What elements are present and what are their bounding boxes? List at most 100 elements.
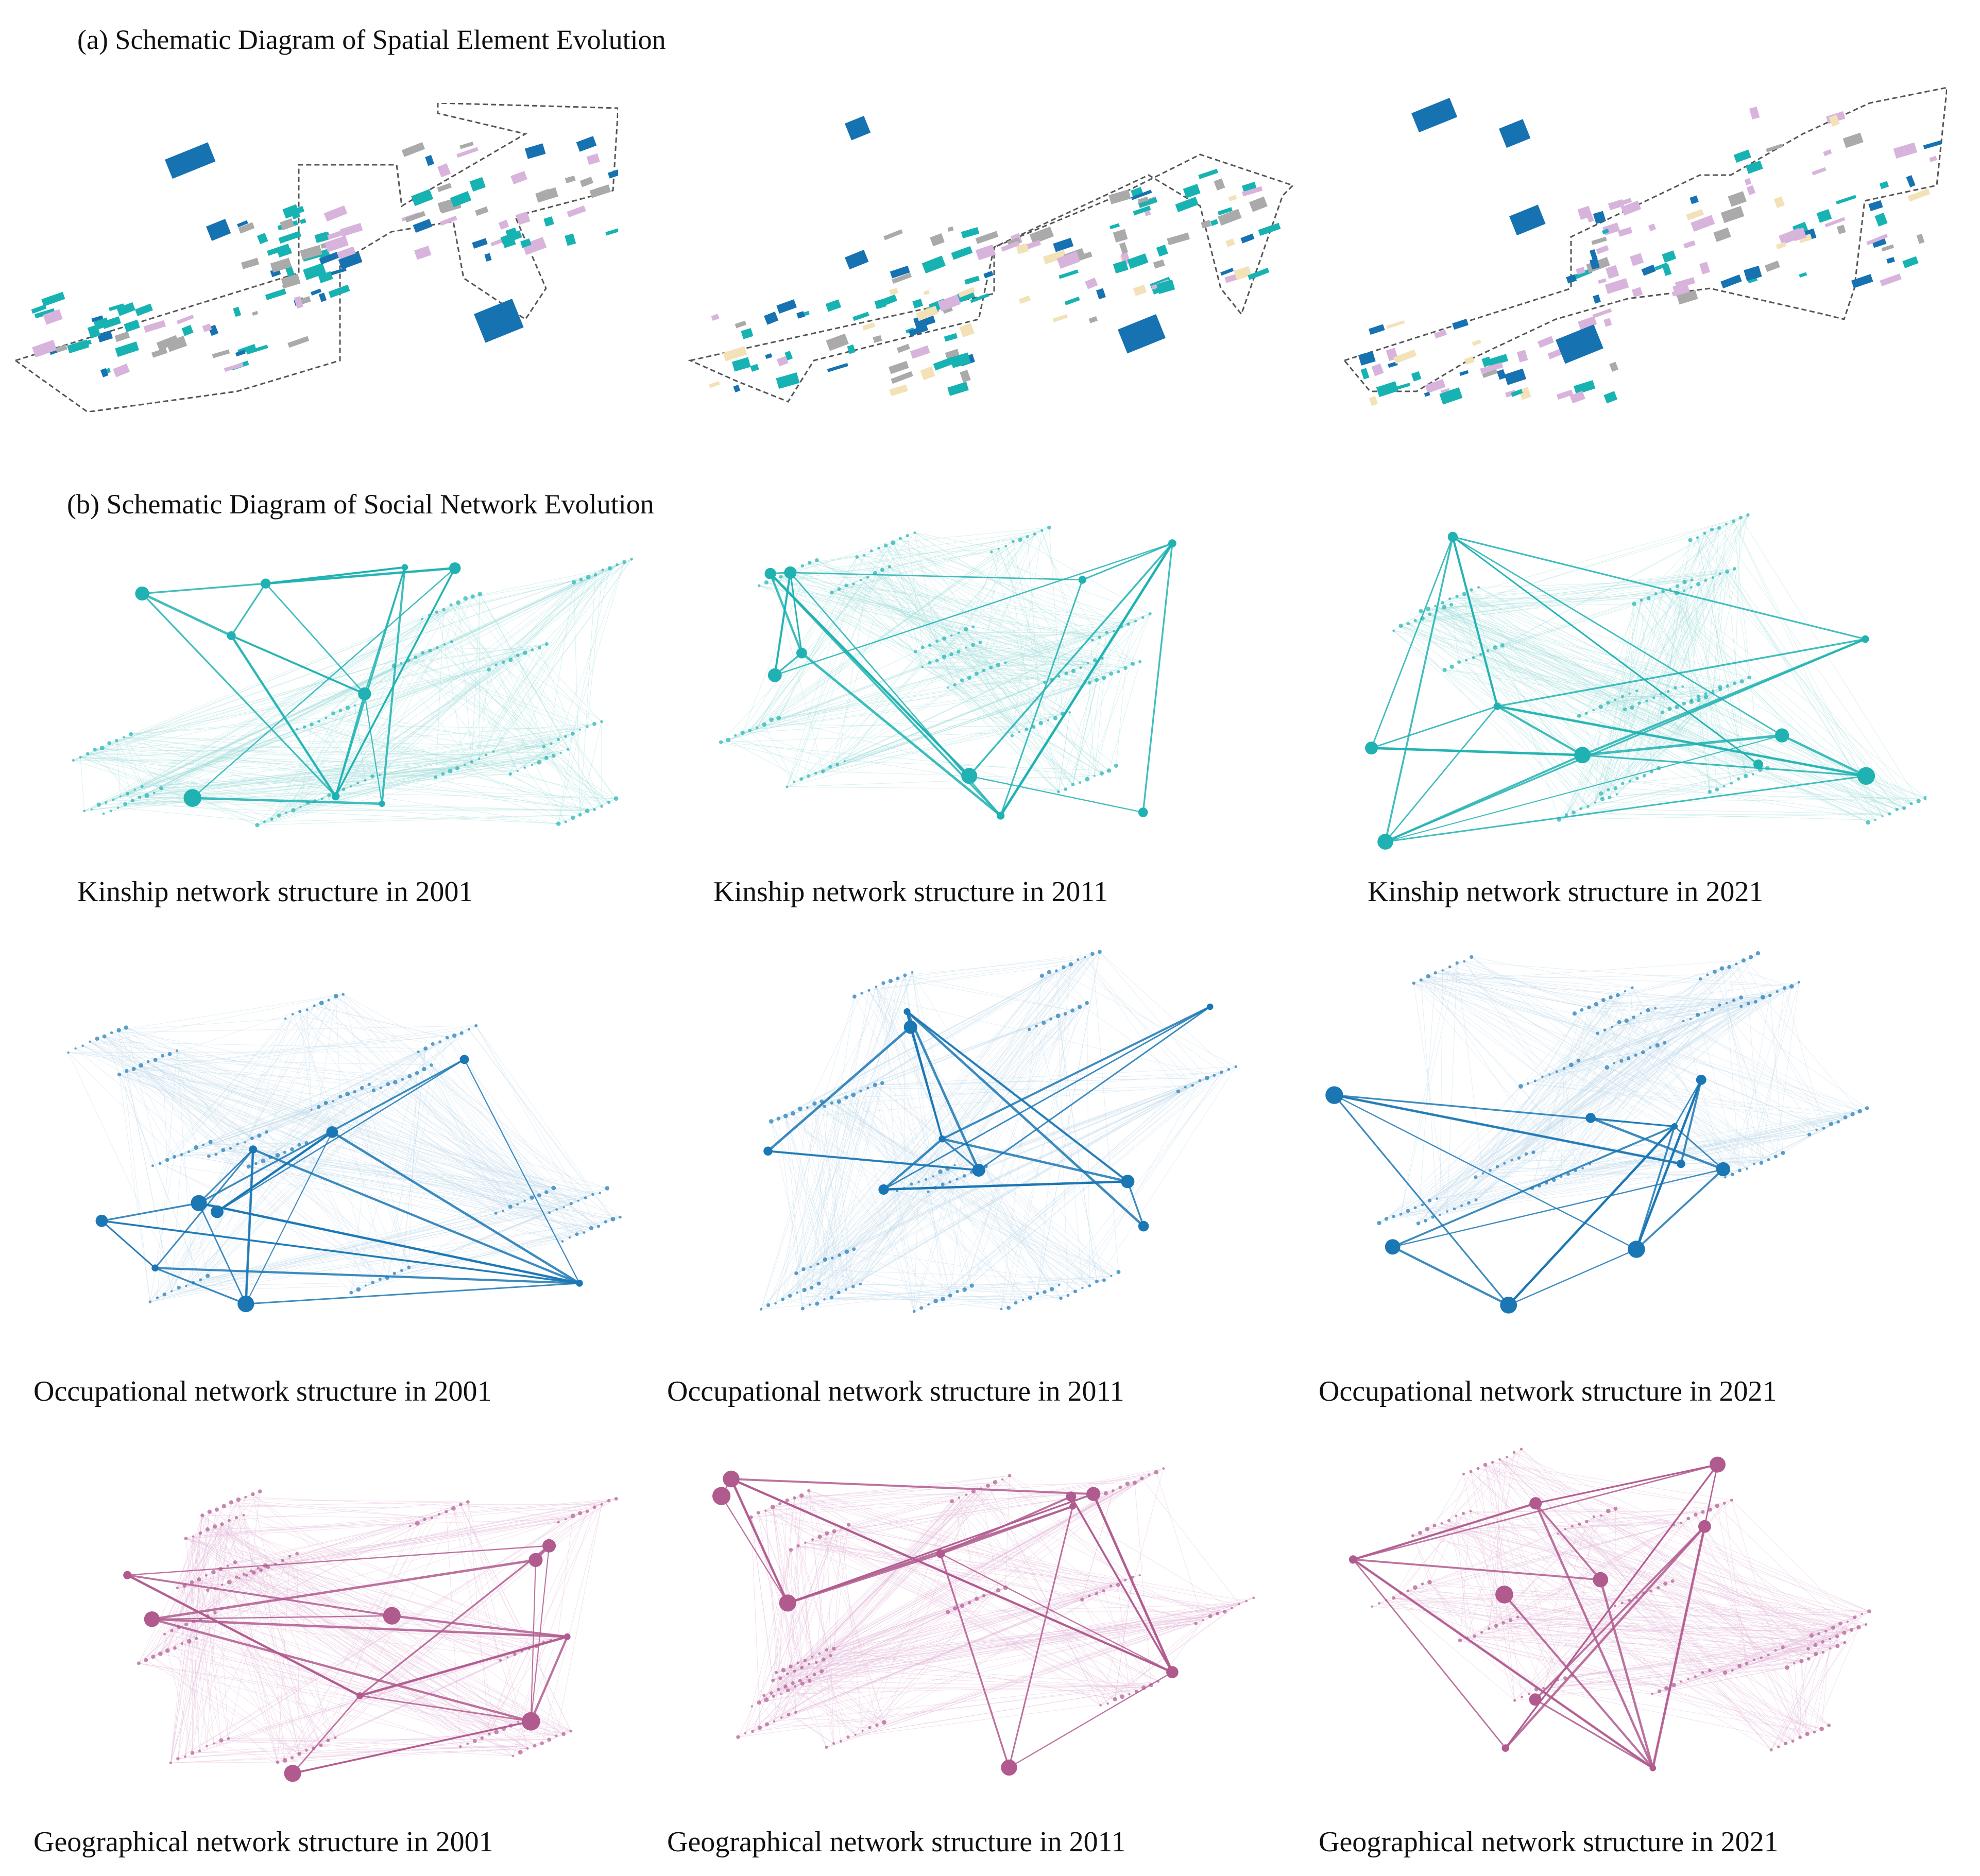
spatial-map-2021 <box>1339 72 1947 412</box>
weak-tie-edge <box>1034 533 1100 638</box>
weak-tie-edge <box>1521 1003 1749 1087</box>
weak-tie-edge <box>882 1082 1112 1276</box>
network-node <box>584 1196 587 1200</box>
weak-tie-edge <box>418 1052 613 1219</box>
weak-tie-edge <box>826 1533 834 1744</box>
hub-node <box>123 1571 132 1579</box>
weak-tie-edge <box>1601 793 1926 799</box>
weak-tie-edge <box>875 573 999 665</box>
weak-tie-edge <box>943 1292 1045 1300</box>
network-node <box>190 1580 194 1585</box>
weak-tie-edge <box>860 1284 1045 1293</box>
weak-tie-edge <box>1698 686 1720 700</box>
weak-tie-edge <box>170 1641 190 1763</box>
weak-tie-edge <box>1651 694 1662 772</box>
weak-tie-edge <box>1705 995 1770 1013</box>
weak-tie-edge <box>475 1025 599 1227</box>
weak-tie-edge <box>1568 1174 1733 1175</box>
strong-tie-edge <box>391 1614 568 1638</box>
weak-tie-edge <box>1653 580 1706 698</box>
network-node <box>1457 660 1461 664</box>
network-node <box>173 1646 177 1650</box>
building-block <box>1608 199 1625 211</box>
building-block <box>1589 249 1598 261</box>
network-node <box>1050 677 1054 682</box>
weak-tie-edge <box>104 1036 201 1280</box>
building-block <box>889 360 909 374</box>
weak-tie-edge <box>297 1554 300 1754</box>
network-node <box>434 775 438 779</box>
weak-tie-edge <box>536 1646 557 1736</box>
network-node <box>1025 727 1029 731</box>
network-node <box>516 653 520 657</box>
weak-tie-edge <box>116 740 143 787</box>
network-node <box>914 650 917 653</box>
network-node <box>832 1646 836 1651</box>
weak-tie-edge <box>1568 978 1701 1175</box>
weak-tie-edge <box>1675 521 1734 688</box>
weak-tie-edge <box>1489 1628 1802 1662</box>
building-block <box>1394 383 1411 390</box>
network-node <box>1103 1491 1108 1495</box>
weak-tie-edge <box>959 632 1107 633</box>
weak-tie-edge <box>773 1488 981 1697</box>
spatial-map-2001 <box>10 103 618 412</box>
network-node <box>110 1031 113 1035</box>
network-node <box>1245 1599 1248 1603</box>
weak-tie-edge <box>200 1523 418 1534</box>
weak-tie-edge <box>751 1490 1113 1518</box>
weak-tie-edge <box>172 1630 197 1639</box>
weak-tie-edge <box>104 1036 359 1290</box>
weak-tie-edge <box>275 1563 551 1641</box>
weak-tie-edge <box>738 1604 1239 1737</box>
building-block <box>1053 237 1074 252</box>
building-block <box>1868 200 1883 212</box>
weak-tie-edge <box>493 574 596 752</box>
network-node <box>814 771 817 775</box>
geographical-network-2001 <box>36 1468 644 1808</box>
weak-tie-edge <box>1469 1003 1749 1203</box>
weak-tie-edge <box>787 557 858 787</box>
network-node <box>1704 579 1708 582</box>
weak-tie-edge <box>88 753 465 765</box>
network-node <box>555 1208 558 1211</box>
weak-tie-edge <box>768 1082 883 1305</box>
weak-tie-edge <box>1408 623 1746 777</box>
weak-tie-edge <box>465 579 582 599</box>
building-block <box>425 154 435 166</box>
weak-tie-edge <box>1435 581 1685 607</box>
weak-tie-edge <box>437 559 632 648</box>
weak-tie-edge <box>196 1638 221 1741</box>
network-node <box>1718 572 1722 575</box>
weak-tie-edge <box>118 1030 134 1069</box>
weak-tie-edge <box>321 749 568 799</box>
building-block <box>510 170 527 185</box>
network-node <box>199 1278 202 1282</box>
network-node <box>1406 1209 1410 1213</box>
network-node <box>996 1588 1001 1593</box>
weak-tie-edge <box>918 1181 1023 1300</box>
building-block <box>1654 262 1668 271</box>
network-node <box>935 659 939 663</box>
network-node <box>1725 523 1728 526</box>
weak-tie-edge <box>1636 1597 1819 1634</box>
building-block <box>1472 339 1481 346</box>
weak-tie-edge <box>936 631 1114 661</box>
network-node <box>1412 982 1415 985</box>
weak-tie-edge <box>236 1577 497 1733</box>
building-block <box>1225 238 1235 247</box>
weak-tie-edge <box>875 573 1088 663</box>
weak-tie-edge <box>1639 701 1692 703</box>
weak-tie-edge <box>878 548 937 642</box>
weak-tie-edge <box>1466 660 1574 813</box>
weak-tie-edge <box>853 975 1043 1095</box>
weak-tie-edge <box>104 1036 231 1149</box>
weak-tie-edge <box>150 1209 557 1302</box>
weak-tie-edge <box>126 1027 161 1164</box>
weak-tie-edge <box>1582 1002 1756 1168</box>
network-node <box>1732 519 1735 523</box>
weak-tie-edge <box>797 1485 988 1663</box>
weak-tie-edge <box>802 1600 1247 1684</box>
weak-tie-edge <box>1704 533 1746 777</box>
network-node <box>1598 704 1603 709</box>
